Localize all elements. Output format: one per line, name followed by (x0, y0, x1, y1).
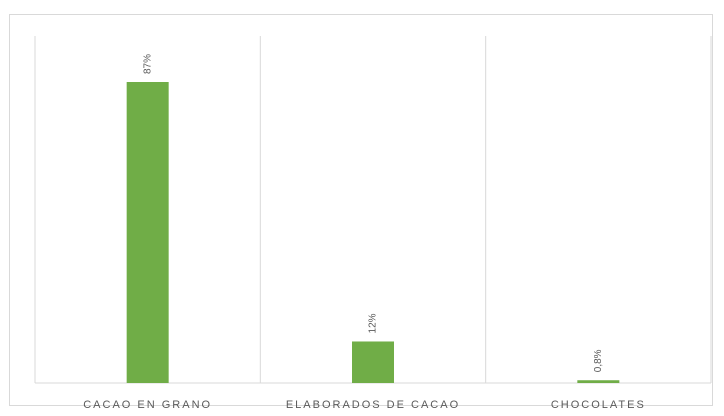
bar-value-label: 12% (368, 313, 379, 333)
bar-value-label: 0,8% (593, 349, 604, 372)
bar-series (126, 82, 620, 383)
category-tick-label: CHOCOLATES (551, 399, 646, 411)
data-labels: 87% 12% 0,8% (142, 54, 604, 372)
chart-frame (9, 14, 713, 406)
bar (352, 341, 394, 383)
bar (577, 380, 620, 383)
category-separators (34, 36, 712, 383)
category-tick-label: ELABORADOS DE CACAO (286, 399, 460, 411)
category-labels: CACAO EN GRANO ELABORADOS DE CACAO CHOCOLA… (83, 399, 646, 411)
bar (126, 82, 169, 383)
bar-value-label: 87% (142, 54, 153, 74)
category-tick-label: CACAO EN GRANO (83, 399, 212, 411)
